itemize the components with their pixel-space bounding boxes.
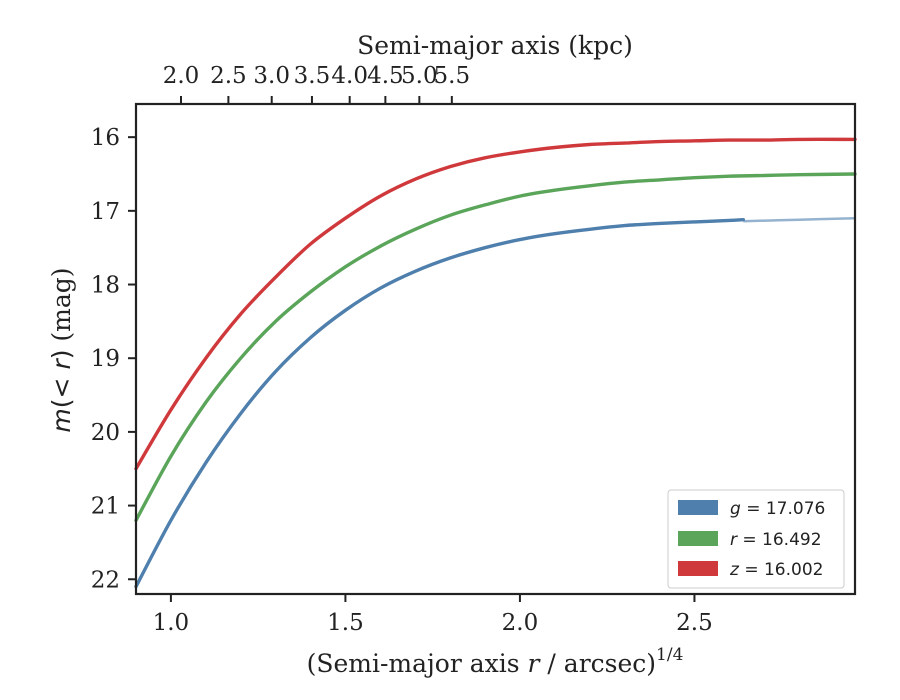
legend-swatch-g <box>678 500 718 515</box>
y-tick-label: 20 <box>91 420 120 446</box>
legend-label-g: g = 17.076 <box>730 499 825 519</box>
plot-area <box>134 102 857 596</box>
top-tick-label: 3.0 <box>253 63 290 89</box>
legend-swatch-z <box>678 561 718 576</box>
legend-entry-g: g = 17.076 <box>678 499 825 519</box>
plot-frame <box>134 102 857 596</box>
legend-label-r: r = 16.492 <box>730 530 822 550</box>
y-tick-label: 17 <box>91 199 120 225</box>
legend-entry-r: r = 16.492 <box>678 530 822 550</box>
y-tick-label: 16 <box>91 125 120 151</box>
top-tick-label: 4.5 <box>367 63 404 89</box>
top-tick-label: 2.5 <box>210 63 247 89</box>
y-tick-label: 19 <box>91 346 120 372</box>
left-y-axis: 16 17 18 19 20 21 22 <box>91 125 136 593</box>
top-tick-label: 4.0 <box>331 63 368 89</box>
legend: g = 17.076 r = 16.492 z = 16.002 <box>667 489 845 589</box>
series-layer <box>134 137 857 589</box>
top-x-axis: 2.0 2.5 3.0 3.5 4.0 4.55.05.5 <box>163 63 470 104</box>
y-tick-label: 18 <box>91 273 120 299</box>
legend-entry-z: z = 16.002 <box>678 560 823 580</box>
top-tick-label: 3.5 <box>294 63 331 89</box>
top-tick-label: 5.5 <box>434 63 471 89</box>
series-g-line <box>134 218 745 589</box>
legend-swatch-r <box>678 531 718 546</box>
legend-label-z: z = 16.002 <box>729 560 823 580</box>
series-r-line <box>134 172 857 522</box>
top-tick-label: 5.0 <box>401 63 438 89</box>
x-tick-label: 1.5 <box>327 610 364 636</box>
series-z-line <box>134 137 857 471</box>
y-tick-label: 21 <box>91 494 120 520</box>
top-axis-title: Semi-major axis (kpc) <box>357 31 633 60</box>
x-tick-label: 1.0 <box>153 610 190 636</box>
y-axis-title: m(< r) (mag) <box>47 267 76 432</box>
series-g-extension <box>743 216 856 223</box>
top-tick-label: 2.0 <box>163 63 200 89</box>
x-tick-label: 2.5 <box>676 610 713 636</box>
bottom-x-axis: 1.0 1.5 2.0 2.5 <box>153 594 713 636</box>
y-tick-label: 22 <box>91 567 120 593</box>
x-tick-label: 2.0 <box>502 610 539 636</box>
x-axis-title: (Semi-major axis r / arcsec)1/4 <box>307 645 684 678</box>
